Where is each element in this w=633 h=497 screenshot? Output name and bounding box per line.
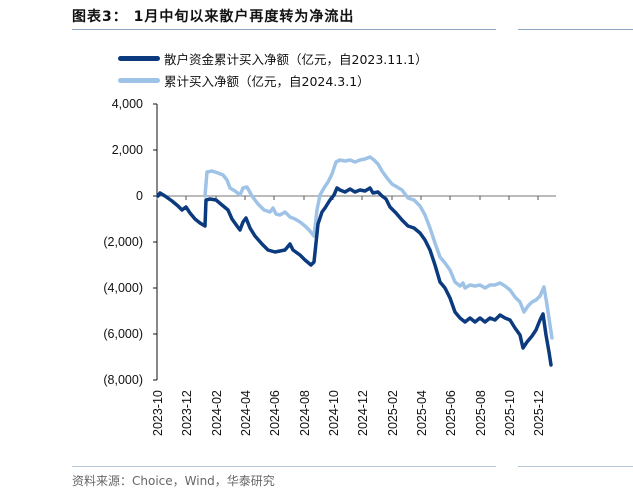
svg-text:2025-10: 2025-10 bbox=[503, 390, 517, 436]
source-note: 资料来源：Choice，Wind，华泰研究 bbox=[72, 474, 275, 488]
svg-text:0: 0 bbox=[136, 189, 143, 203]
series-cumulative-line bbox=[203, 155, 554, 340]
chart-legend: 散户资金累计买入净额（亿元，自2023.11.1） 累计买入净额（亿元，自202… bbox=[118, 47, 428, 91]
svg-text:2025-06: 2025-06 bbox=[444, 390, 458, 436]
svg-text:2,000: 2,000 bbox=[112, 143, 143, 157]
svg-text:2023-12: 2023-12 bbox=[180, 390, 194, 436]
legend-swatch-light-icon bbox=[118, 77, 160, 83]
right-divider bbox=[518, 29, 633, 30]
legend-item-retail: 散户资金累计买入净额（亿元，自2023.11.1） bbox=[118, 47, 428, 69]
svg-text:2025-04: 2025-04 bbox=[415, 390, 429, 436]
svg-text:(2,000): (2,000) bbox=[103, 235, 143, 249]
svg-text:4,000: 4,000 bbox=[112, 97, 143, 111]
source-divider bbox=[72, 466, 496, 467]
svg-text:(8,000): (8,000) bbox=[103, 373, 143, 387]
svg-text:2024-02: 2024-02 bbox=[210, 390, 224, 436]
legend-item-cumulative: 累计买入净额（亿元，自2024.3.1） bbox=[118, 69, 428, 91]
series-retail-line bbox=[156, 186, 553, 367]
svg-text:(4,000): (4,000) bbox=[103, 281, 143, 295]
source-divider-right bbox=[518, 466, 633, 467]
legend-label-retail: 散户资金累计买入净额（亿元，自2023.11.1） bbox=[164, 51, 428, 67]
svg-text:(6,000): (6,000) bbox=[103, 327, 143, 341]
legend-swatch-dark-icon bbox=[118, 55, 160, 61]
chart-title: 图表3： 1月中旬以来散户再度转为净流出 bbox=[72, 9, 355, 25]
y-axis-ticks bbox=[153, 103, 157, 381]
svg-text:2025-08: 2025-08 bbox=[474, 390, 488, 436]
title-divider bbox=[72, 29, 496, 30]
x-axis-labels: 2023-10 2023-12 2024-02 2024-04 2024-06 … bbox=[151, 390, 546, 436]
svg-text:2024-12: 2024-12 bbox=[356, 390, 370, 436]
svg-text:2024-10: 2024-10 bbox=[327, 390, 341, 436]
svg-text:2025-02: 2025-02 bbox=[386, 390, 400, 436]
svg-text:2025-12: 2025-12 bbox=[532, 390, 546, 436]
svg-text:2024-08: 2024-08 bbox=[298, 390, 312, 436]
svg-text:2024-04: 2024-04 bbox=[239, 390, 253, 436]
svg-text:2023-10: 2023-10 bbox=[151, 390, 165, 436]
y-axis-labels: 4,000 2,000 0 (2,000) (4,000) (6,000) (8… bbox=[103, 97, 143, 387]
legend-label-cumulative: 累计买入净额（亿元，自2024.3.1） bbox=[164, 73, 370, 89]
svg-text:2024-06: 2024-06 bbox=[268, 390, 282, 436]
